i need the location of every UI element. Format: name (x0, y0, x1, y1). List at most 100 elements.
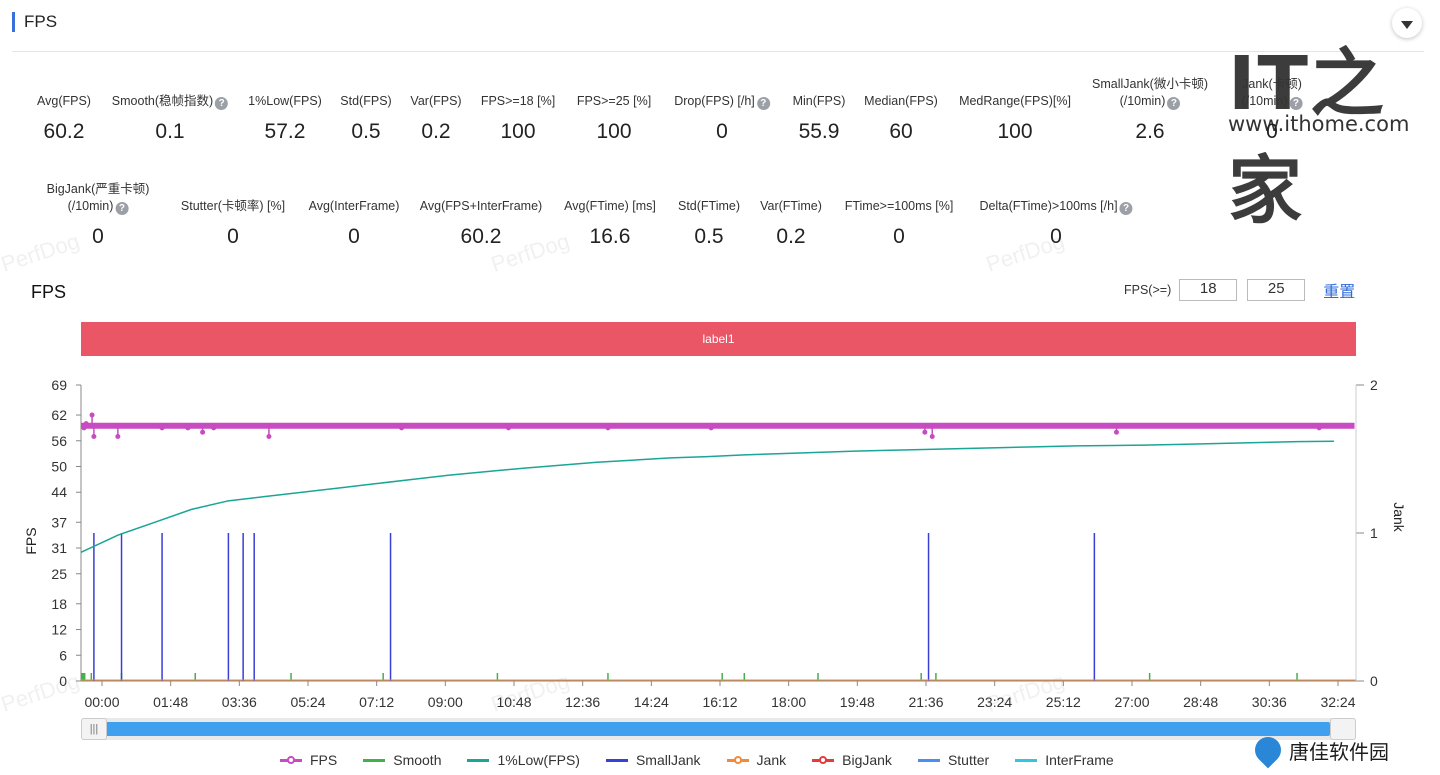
legend-label: BigJank (842, 752, 892, 768)
metric-value: 0 (92, 225, 104, 248)
reset-button[interactable]: 重置 (1323, 284, 1356, 301)
y-tick-label: 6 (59, 647, 67, 663)
metric-label-text: FPS>=25 [%] (576, 94, 652, 108)
x-tick-label: 07:12 (359, 694, 394, 710)
metric-label-text: FTime>=100ms [%] (844, 199, 954, 213)
zoom-handle-right[interactable] (1330, 718, 1356, 740)
legend-label: FPS (310, 752, 338, 768)
metric-label: Jank(卡顿) (/10min)? (1242, 70, 1303, 110)
legend-label: 1%Low(FPS) (497, 752, 580, 768)
y2-tick-label: 1 (1370, 525, 1378, 541)
metric: FPS>=25 [%] 100 (577, 70, 651, 144)
fps-dip-point (605, 425, 611, 431)
legend-item[interactable]: 1%Low(FPS) (467, 752, 580, 768)
metric-label: Smooth(稳帧指数)? (112, 70, 229, 110)
metric-label: Drop(FPS) [/h]? (674, 70, 770, 110)
metric-value: 0.2 (421, 120, 451, 143)
legend-swatch (467, 758, 490, 762)
legend-item[interactable]: SmallJank (605, 752, 701, 768)
caret-down-icon (1401, 20, 1413, 29)
tangjia-logo-text: 唐佳软件园 (1289, 739, 1389, 764)
legend-marker-icon (733, 755, 742, 764)
ithome-logo-text: IT之家 (1228, 41, 1387, 234)
metric-label-line2: (/10min)? (1120, 93, 1181, 110)
help-icon[interactable]: ? (1167, 97, 1181, 110)
metric-label-text: Avg(InterFrame) (308, 199, 400, 213)
metric: SmallJank(微小卡顿) (/10min)? 2.6 (1092, 70, 1208, 144)
legend-item[interactable]: FPS (280, 752, 337, 768)
legend-item[interactable]: Jank (726, 752, 786, 768)
zoom-handle-left[interactable]: ||| (81, 718, 107, 740)
metric: Std(FTime) 0.5 (678, 175, 740, 249)
fps-threshold-input-2[interactable]: 25 (1247, 279, 1306, 301)
metric-value: 100 (500, 120, 536, 143)
x-tick-label: 18:00 (771, 694, 806, 710)
fps-dip-point (505, 425, 511, 431)
x-tick-label: 23:24 (977, 694, 1012, 710)
metric: Jank(卡顿) (/10min)? 0 (1242, 70, 1303, 144)
legend-swatch (1015, 758, 1038, 762)
metric-label: Median(FPS) (864, 70, 938, 110)
metric-label-text: SmallJank(微小卡顿) (1092, 77, 1208, 91)
legend-item[interactable]: BigJank (812, 752, 892, 768)
metric: 1%Low(FPS) 57.2 (248, 70, 322, 144)
metric-label-text: Std(FPS) (340, 94, 392, 108)
metric-label: Delta(FTime)>100ms [/h]? (979, 175, 1133, 215)
x-tick-label: 19:48 (840, 694, 875, 710)
legend-label: SmallJank (635, 752, 701, 768)
metric-value: 0.1 (155, 120, 185, 143)
fps-threshold-input-1[interactable]: 18 (1179, 279, 1238, 301)
help-icon[interactable]: ? (1289, 97, 1303, 110)
y-axis-label: FPS (23, 527, 39, 554)
metric-value: 0 (893, 225, 905, 248)
metric-value: 0 (348, 225, 360, 248)
x-tick-label: 09:00 (428, 694, 463, 710)
metric-label: BigJank(严重卡顿) (/10min)? (47, 175, 149, 215)
metric: Avg(FPS+InterFrame) 60.2 (420, 175, 542, 249)
fps-dip-point (399, 425, 405, 431)
fps-dip-point (1113, 429, 1119, 435)
legend-marker-icon (287, 755, 295, 764)
legend-item[interactable]: Stutter (917, 752, 989, 768)
metric: Median(FPS) 60 (864, 70, 938, 144)
metric-label-text: Smooth(稳帧指数)? (112, 93, 229, 110)
help-icon[interactable]: ? (215, 97, 229, 110)
help-icon[interactable]: ? (756, 97, 770, 110)
help-icon[interactable]: ? (115, 202, 129, 215)
metric-label-text: MedRange(FPS)[%] (959, 94, 1071, 108)
legend-swatch (917, 758, 940, 762)
metric-label-text: Min(FPS) (792, 94, 846, 108)
metric-value: 55.9 (798, 120, 840, 143)
metric-label-text: 1%Low(FPS) (248, 94, 322, 108)
fps-dip-point (83, 421, 89, 427)
metric-value: 0.5 (694, 225, 724, 248)
metric-label: Std(FTime) (678, 175, 740, 215)
legend-label: Smooth (393, 752, 442, 768)
metric-label: Var(FPS) (410, 70, 461, 110)
y-tick-label: 31 (51, 540, 67, 556)
section-header: FPS (12, 8, 1424, 52)
collapse-toggle-button[interactable] (1392, 8, 1422, 38)
x-tick-label: 01:48 (153, 694, 188, 710)
metric-value: 0 (716, 120, 728, 143)
fps-threshold-label: FPS(>=) (1124, 283, 1172, 297)
fps-dip-point (708, 425, 714, 431)
y-tick-label: 18 (51, 596, 67, 612)
label-band[interactable]: label1 (81, 322, 1356, 356)
help-icon[interactable]: ? (1119, 202, 1133, 215)
zoom-range[interactable] (100, 722, 1330, 736)
fps-dip-point (81, 425, 87, 431)
metric: FTime>=100ms [%] 0 (845, 175, 954, 249)
metric-label: Avg(FPS+InterFrame) (420, 175, 542, 215)
series-1pct-low-line (80, 440, 1334, 553)
metric: BigJank(严重卡顿) (/10min)? 0 (47, 175, 150, 249)
fps-dip-point (200, 429, 206, 435)
x-tick-label: 28:48 (1183, 694, 1218, 710)
y-tick-label: 56 (51, 433, 67, 449)
legend-item[interactable]: InterFrame (1015, 752, 1114, 768)
metrics-row-1: Avg(FPS) 60.2 Smooth(稳帧指数)? 0.1 1%Low(FPS) 57… (0, 70, 1440, 150)
metric-label: Avg(FTime) [ms] (564, 175, 656, 215)
metric-label-text: Delta(FTime)>100ms [/h]? (979, 198, 1133, 215)
legend-item[interactable]: Smooth (363, 752, 441, 768)
